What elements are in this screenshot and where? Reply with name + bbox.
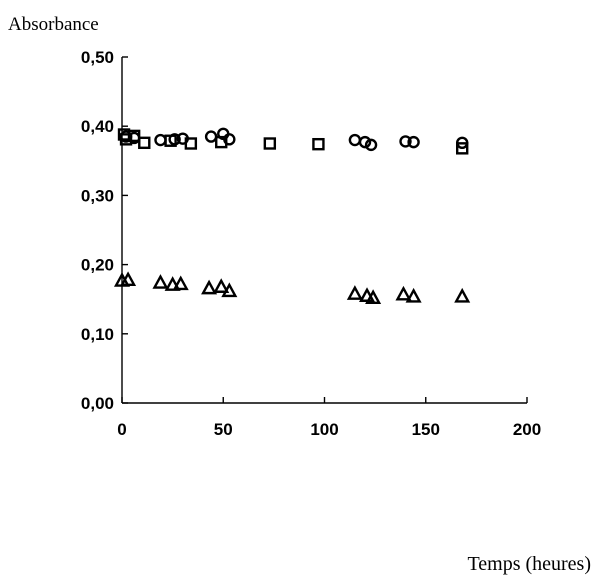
square-point	[456, 142, 469, 155]
y-tick-label: 0,50	[81, 48, 114, 67]
series-triangle	[113, 271, 471, 305]
circle-point	[223, 133, 236, 146]
x-tick-label: 200	[513, 420, 541, 439]
circle-point	[348, 133, 362, 147]
y-tick-label: 0,10	[81, 325, 114, 344]
triangle-point	[213, 278, 230, 293]
y-axis-label: Absorbance	[8, 14, 99, 35]
x-tick-label: 50	[214, 420, 233, 439]
triangle-point	[346, 285, 363, 300]
square-point	[312, 137, 325, 151]
circle-point	[364, 138, 378, 152]
triangle-point	[454, 287, 471, 303]
square-point	[119, 133, 133, 146]
triangle-point	[221, 282, 238, 298]
triangle-point	[201, 279, 218, 295]
data-marks	[113, 127, 471, 305]
square-point	[215, 135, 228, 149]
x-tick-label: 100	[310, 420, 338, 439]
x-tick-label: 0	[117, 420, 126, 439]
triangle-point	[365, 289, 382, 305]
x-axis-label: Temps (heures)	[467, 553, 591, 575]
x-tick-label: 150	[412, 420, 440, 439]
axis-ticks: 0,00 0,10 0,20 0,30 0,40 0,50 0 50 100 150 200	[81, 48, 541, 439]
square-point	[127, 129, 141, 143]
y-tick-label: 0,30	[81, 186, 114, 205]
triangle-point	[395, 285, 412, 301]
series-square	[117, 128, 469, 155]
y-tick-label: 0,00	[81, 394, 114, 413]
triangle-point	[405, 287, 422, 303]
triangle-point	[172, 275, 189, 291]
square-point	[138, 136, 151, 150]
triangle-point	[120, 271, 137, 287]
square-point	[164, 134, 177, 147]
y-tick-label: 0,20	[81, 256, 114, 275]
triangle-point	[164, 276, 181, 291]
y-tick-label: 0,40	[81, 117, 114, 136]
circle-point	[399, 135, 412, 148]
triangle-point	[152, 274, 169, 289]
circle-point	[204, 130, 218, 143]
circle-point	[358, 135, 372, 149]
circle-point	[154, 133, 167, 147]
circle-point	[407, 135, 420, 149]
square-point	[263, 137, 277, 150]
square-point	[184, 137, 198, 150]
